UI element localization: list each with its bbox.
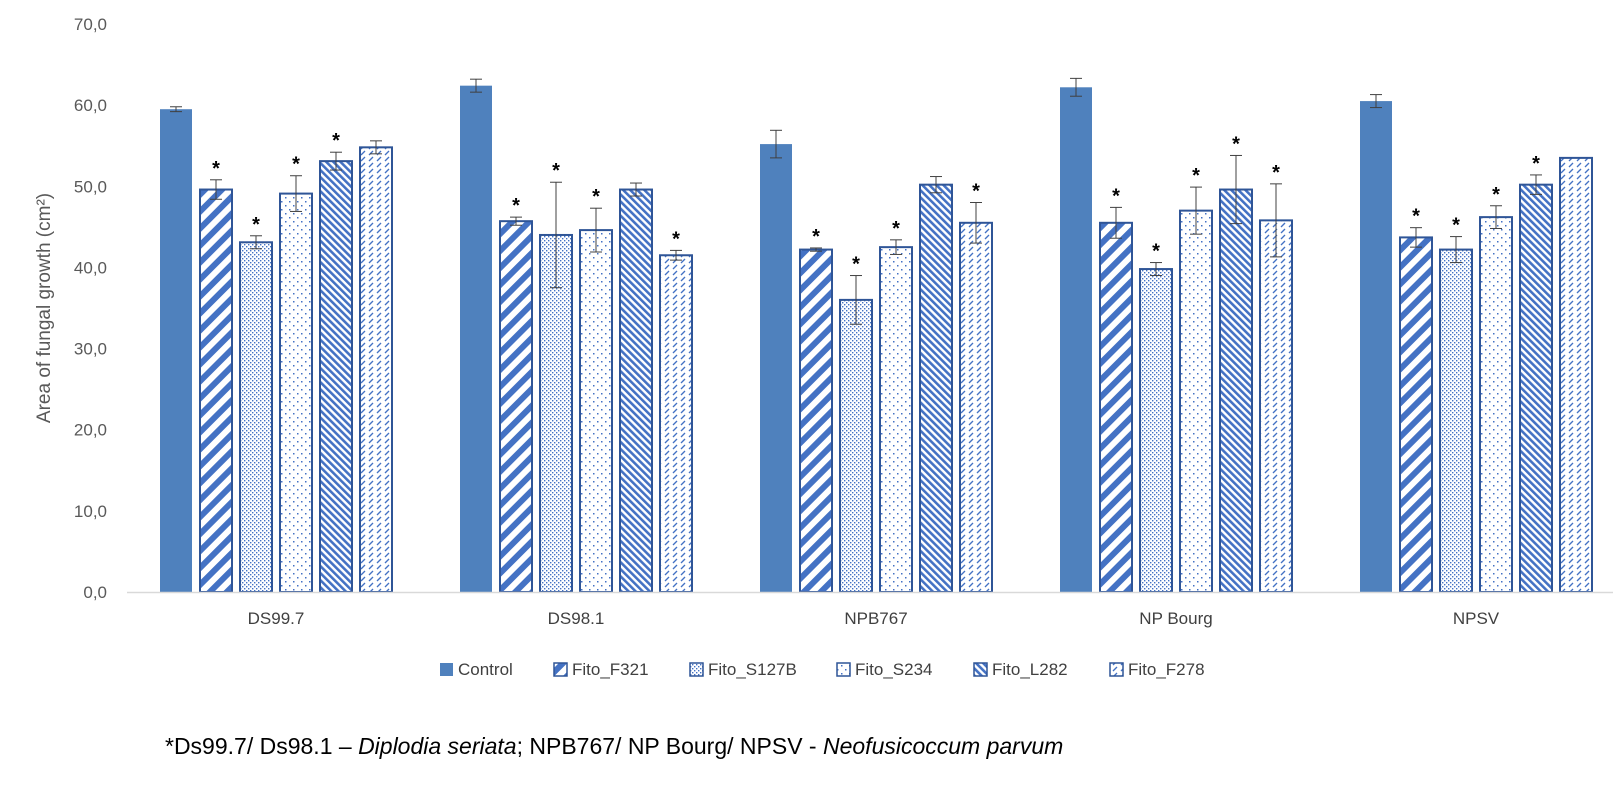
y-tick-label: 50,0 <box>74 177 107 196</box>
footnote-species-2: Neofusicoccum parvum <box>822 733 1064 759</box>
y-tick-label: 70,0 <box>74 15 107 34</box>
bar-fito-f321 <box>199 188 233 593</box>
bar-fito-s127b <box>1439 248 1473 593</box>
significance-markers: * * * * * * * * * * * * * * * * * * * * * <box>212 130 1540 275</box>
bar-control <box>460 85 492 592</box>
y-tick-label: 60,0 <box>74 96 107 115</box>
legend-swatch <box>689 662 704 677</box>
bar-fito-f278 <box>1559 156 1593 593</box>
footnote-species-1: Diplodia seriata <box>358 733 517 759</box>
significance-star: * <box>852 254 860 276</box>
legend-label: Fito_S127B <box>708 660 797 679</box>
bar-fito-s127b <box>539 233 573 593</box>
bar-fito-l282 <box>919 183 953 593</box>
bar-fito-s234 <box>1179 209 1213 593</box>
bar-fito-s127b <box>1139 268 1173 593</box>
y-axis-label: Area of fungal growth (cm²) <box>34 193 55 423</box>
significance-star: * <box>1452 215 1460 237</box>
y-tick-label: 40,0 <box>74 258 107 277</box>
bar-fito-f321 <box>1099 221 1133 594</box>
bar-fito-l282 <box>1219 188 1253 593</box>
x-category-label: DS99.7 <box>248 609 305 628</box>
x-axis-category-labels: DS99.7 DS98.1 NPB767 NP Bourg NPSV <box>248 609 1500 628</box>
bar-control <box>160 109 192 592</box>
significance-star: * <box>512 195 520 217</box>
y-tick-label: 20,0 <box>74 421 107 440</box>
legend-label: Fito_F321 <box>572 660 649 679</box>
bar-fito-s127b <box>239 241 273 593</box>
significance-star: * <box>1272 162 1280 184</box>
bar-fito-s127b <box>839 298 873 593</box>
significance-star: * <box>812 226 820 248</box>
x-category-label: DS98.1 <box>548 609 605 628</box>
y-tick-label: 10,0 <box>74 502 107 521</box>
significance-star: * <box>1192 165 1200 187</box>
bar-fito-l282 <box>1519 183 1553 593</box>
y-axis-ticks: 0,0 10,0 20,0 30,0 40,0 50,0 60,0 70,0 <box>74 15 107 602</box>
legend: Control Fito_F321 Fito_S127B Fito_S234 Fito_… <box>440 660 1205 679</box>
significance-star: * <box>592 186 600 208</box>
bar-fito-l282 <box>619 188 653 593</box>
significance-star: * <box>1412 206 1420 228</box>
legend-label: Fito_S234 <box>855 660 933 679</box>
significance-star: * <box>1492 184 1500 206</box>
significance-star: * <box>672 228 680 250</box>
significance-star: * <box>332 130 340 152</box>
bar-fito-s234 <box>1479 216 1513 593</box>
bar-control <box>760 144 792 592</box>
x-category-label: NPSV <box>1453 609 1500 628</box>
y-tick-label: 0,0 <box>83 583 107 602</box>
significance-star: * <box>292 154 300 176</box>
legend-swatch <box>1109 662 1124 677</box>
significance-star: * <box>972 181 980 203</box>
legend-label: Control <box>458 660 513 679</box>
legend-label: Fito_L282 <box>992 660 1068 679</box>
significance-star: * <box>1152 241 1160 263</box>
bar-fito-f278 <box>659 254 693 593</box>
bar-fito-s234 <box>879 246 913 593</box>
error-bars-group <box>170 77 1542 325</box>
bar-fito-l282 <box>319 160 353 593</box>
significance-star: * <box>1112 185 1120 207</box>
bar-control <box>1060 87 1092 592</box>
bar-fito-s234 <box>279 192 313 594</box>
significance-star: * <box>1232 133 1240 155</box>
legend-swatch <box>973 662 988 677</box>
footnote-part-3: ; NPB767/ NP Bourg/ NPSV - <box>516 733 823 759</box>
legend-swatch <box>440 663 453 676</box>
x-category-label: NPB767 <box>844 609 907 628</box>
legend-swatch <box>836 662 851 677</box>
bar-fito-f321 <box>499 220 533 593</box>
significance-star: * <box>552 160 560 182</box>
footnote: *Ds99.7/ Ds98.1 – Diplodia seriata; NPB7… <box>165 733 1063 760</box>
bar-fito-f278 <box>1259 219 1293 593</box>
bar-fito-f321 <box>799 248 833 593</box>
bar-control <box>1360 101 1392 592</box>
significance-star: * <box>252 214 260 236</box>
footnote-part-1: *Ds99.7/ Ds98.1 – <box>165 733 359 759</box>
significance-star: * <box>892 218 900 240</box>
bar-fito-f278 <box>959 221 993 594</box>
y-tick-label: 30,0 <box>74 340 107 359</box>
bar-fito-f321 <box>1399 236 1433 594</box>
bar-series-group <box>160 85 1593 594</box>
legend-label: Fito_F278 <box>1128 660 1205 679</box>
bar-fito-s234 <box>579 229 613 594</box>
significance-star: * <box>212 158 220 180</box>
bar-fito-f278 <box>359 146 393 594</box>
significance-star: * <box>1532 153 1540 175</box>
legend-swatch <box>553 662 568 677</box>
x-category-label: NP Bourg <box>1139 609 1212 628</box>
